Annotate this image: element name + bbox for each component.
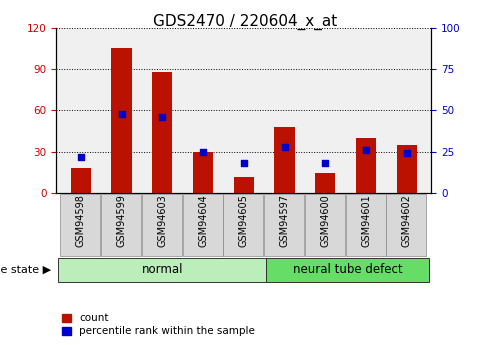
- Text: normal: normal: [142, 263, 183, 276]
- Bar: [101, 195, 141, 256]
- Point: [77, 154, 85, 159]
- Text: GDS2470 / 220604_x_at: GDS2470 / 220604_x_at: [153, 14, 337, 30]
- Bar: [193, 152, 213, 193]
- Bar: [396, 145, 417, 193]
- Point: [321, 161, 329, 166]
- Bar: [223, 195, 263, 256]
- Text: GSM94597: GSM94597: [279, 195, 290, 247]
- Point: [158, 114, 166, 120]
- Text: disease state ▶: disease state ▶: [0, 265, 51, 274]
- Text: GSM94604: GSM94604: [198, 195, 208, 247]
- Text: GSM94603: GSM94603: [157, 195, 167, 247]
- Bar: [264, 195, 304, 256]
- Bar: [274, 127, 294, 193]
- Bar: [71, 168, 91, 193]
- Text: GSM94605: GSM94605: [239, 195, 249, 247]
- Point: [240, 161, 247, 166]
- Bar: [345, 195, 386, 256]
- Bar: [152, 72, 172, 193]
- Text: GSM94600: GSM94600: [320, 195, 330, 247]
- Point: [281, 144, 289, 150]
- Text: neural tube defect: neural tube defect: [293, 263, 402, 276]
- Bar: [266, 258, 429, 282]
- Point: [362, 147, 370, 153]
- Bar: [315, 172, 336, 193]
- Text: GSM94602: GSM94602: [402, 195, 412, 247]
- Bar: [356, 138, 376, 193]
- Bar: [58, 258, 266, 282]
- Bar: [305, 195, 345, 256]
- Bar: [387, 195, 426, 256]
- Bar: [183, 195, 222, 256]
- Text: GSM94598: GSM94598: [76, 195, 86, 247]
- Point: [199, 149, 207, 155]
- Point: [403, 151, 411, 156]
- Point: [118, 111, 125, 117]
- Legend: count, percentile rank within the sample: count, percentile rank within the sample: [62, 313, 255, 336]
- Bar: [142, 195, 182, 256]
- Text: GSM94601: GSM94601: [361, 195, 371, 247]
- Bar: [111, 48, 132, 193]
- Bar: [60, 195, 100, 256]
- Bar: [234, 177, 254, 193]
- Text: GSM94599: GSM94599: [117, 195, 126, 247]
